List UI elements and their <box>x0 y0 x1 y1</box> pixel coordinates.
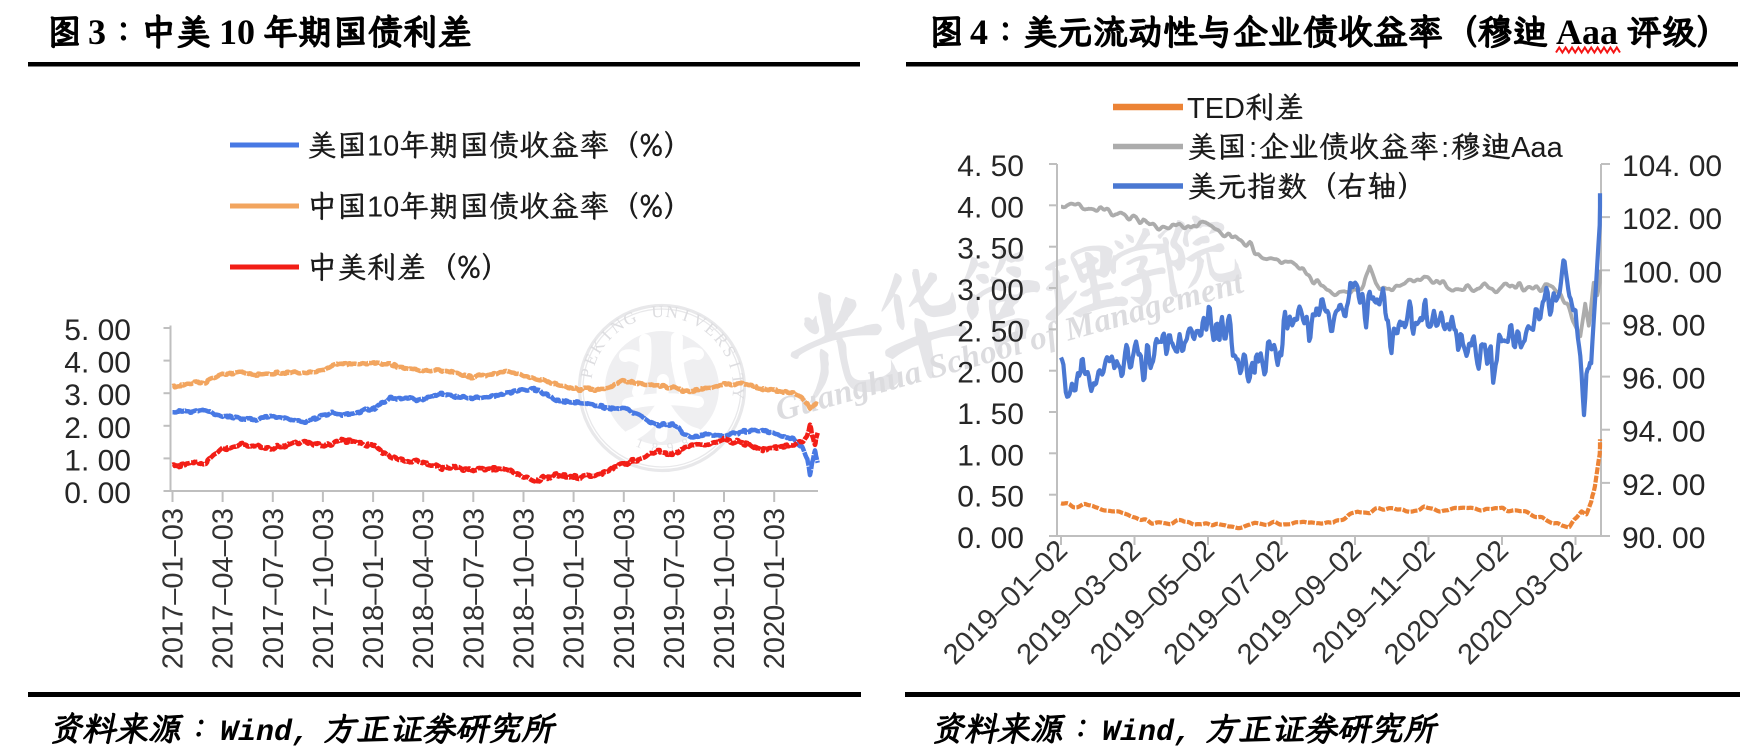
svg-text:3. 00: 3. 00 <box>64 379 131 412</box>
svg-text:2. 00: 2. 00 <box>64 412 131 445</box>
svg-text:Aaa: Aaa <box>1511 132 1563 164</box>
svg-text:P: P <box>577 367 597 380</box>
svg-text:2. 50: 2. 50 <box>957 315 1024 348</box>
svg-text:2020–01–03: 2020–01–03 <box>759 508 791 669</box>
svg-text:4. 50: 4. 50 <box>957 150 1024 183</box>
svg-text:2017–04–03: 2017–04–03 <box>208 508 240 669</box>
svg-text:2019–01–03: 2019–01–03 <box>559 508 591 669</box>
svg-text:1. 50: 1. 50 <box>957 398 1024 431</box>
svg-text:TED: TED <box>1187 93 1245 125</box>
svg-text:0. 50: 0. 50 <box>957 481 1024 514</box>
svg-text::: : <box>1249 132 1257 164</box>
svg-text:U: U <box>651 302 664 322</box>
svg-text:2017–10–03: 2017–10–03 <box>308 508 340 669</box>
svg-text:Y: Y <box>728 387 748 401</box>
svg-text:94. 00: 94. 00 <box>1622 416 1705 449</box>
svg-text:102. 00: 102. 00 <box>1622 203 1722 236</box>
svg-text:10: 10 <box>219 12 255 52</box>
svg-text:10: 10 <box>367 192 399 224</box>
svg-text:Aaa: Aaa <box>1556 12 1618 52</box>
svg-text:3: 3 <box>88 12 106 52</box>
svg-text:2019–07–03: 2019–07–03 <box>659 508 691 669</box>
svg-text:3. 50: 3. 50 <box>957 233 1024 266</box>
svg-text:I: I <box>725 359 745 370</box>
svg-text:0. 00: 0. 00 <box>957 522 1024 555</box>
svg-text:1. 00: 1. 00 <box>957 439 1024 472</box>
svg-text:4. 00: 4. 00 <box>957 191 1024 224</box>
svg-text:90. 00: 90. 00 <box>1622 522 1705 555</box>
svg-text:92. 00: 92. 00 <box>1622 469 1705 502</box>
svg-text:N: N <box>665 302 680 322</box>
svg-text:4. 00: 4. 00 <box>64 347 131 380</box>
svg-text:10: 10 <box>367 131 399 163</box>
svg-text:3. 00: 3. 00 <box>957 274 1024 307</box>
svg-text:Wind,: Wind, <box>1102 716 1192 750</box>
svg-text:Wind,: Wind, <box>220 716 310 750</box>
svg-text:I: I <box>680 305 692 325</box>
svg-text:2017–01–03: 2017–01–03 <box>158 508 190 669</box>
svg-text:104. 00: 104. 00 <box>1622 150 1722 183</box>
svg-text:2017–07–03: 2017–07–03 <box>258 508 290 669</box>
svg-text:8: 8 <box>679 435 691 451</box>
svg-text:4: 4 <box>970 12 988 52</box>
svg-text:2. 00: 2. 00 <box>957 357 1024 390</box>
svg-text:96. 00: 96. 00 <box>1622 363 1705 396</box>
svg-text:0. 00: 0. 00 <box>64 477 131 510</box>
svg-text:2019–10–03: 2019–10–03 <box>709 508 741 669</box>
svg-text:1. 00: 1. 00 <box>64 444 131 477</box>
svg-text:9: 9 <box>666 439 675 455</box>
svg-text:2018–04–03: 2018–04–03 <box>408 508 440 669</box>
svg-text:2019–04–03: 2019–04–03 <box>609 508 641 669</box>
svg-text:2018–01–03: 2018–01–03 <box>358 508 390 669</box>
svg-text:2018–07–03: 2018–07–03 <box>458 508 490 669</box>
svg-text:8: 8 <box>651 439 659 455</box>
svg-text:1: 1 <box>634 435 646 451</box>
svg-text:2018–10–03: 2018–10–03 <box>509 508 541 669</box>
svg-text:100. 00: 100. 00 <box>1622 256 1722 289</box>
svg-text:5. 00: 5. 00 <box>64 314 131 347</box>
svg-text:98. 00: 98. 00 <box>1622 309 1705 342</box>
svg-text::: : <box>1441 132 1449 164</box>
